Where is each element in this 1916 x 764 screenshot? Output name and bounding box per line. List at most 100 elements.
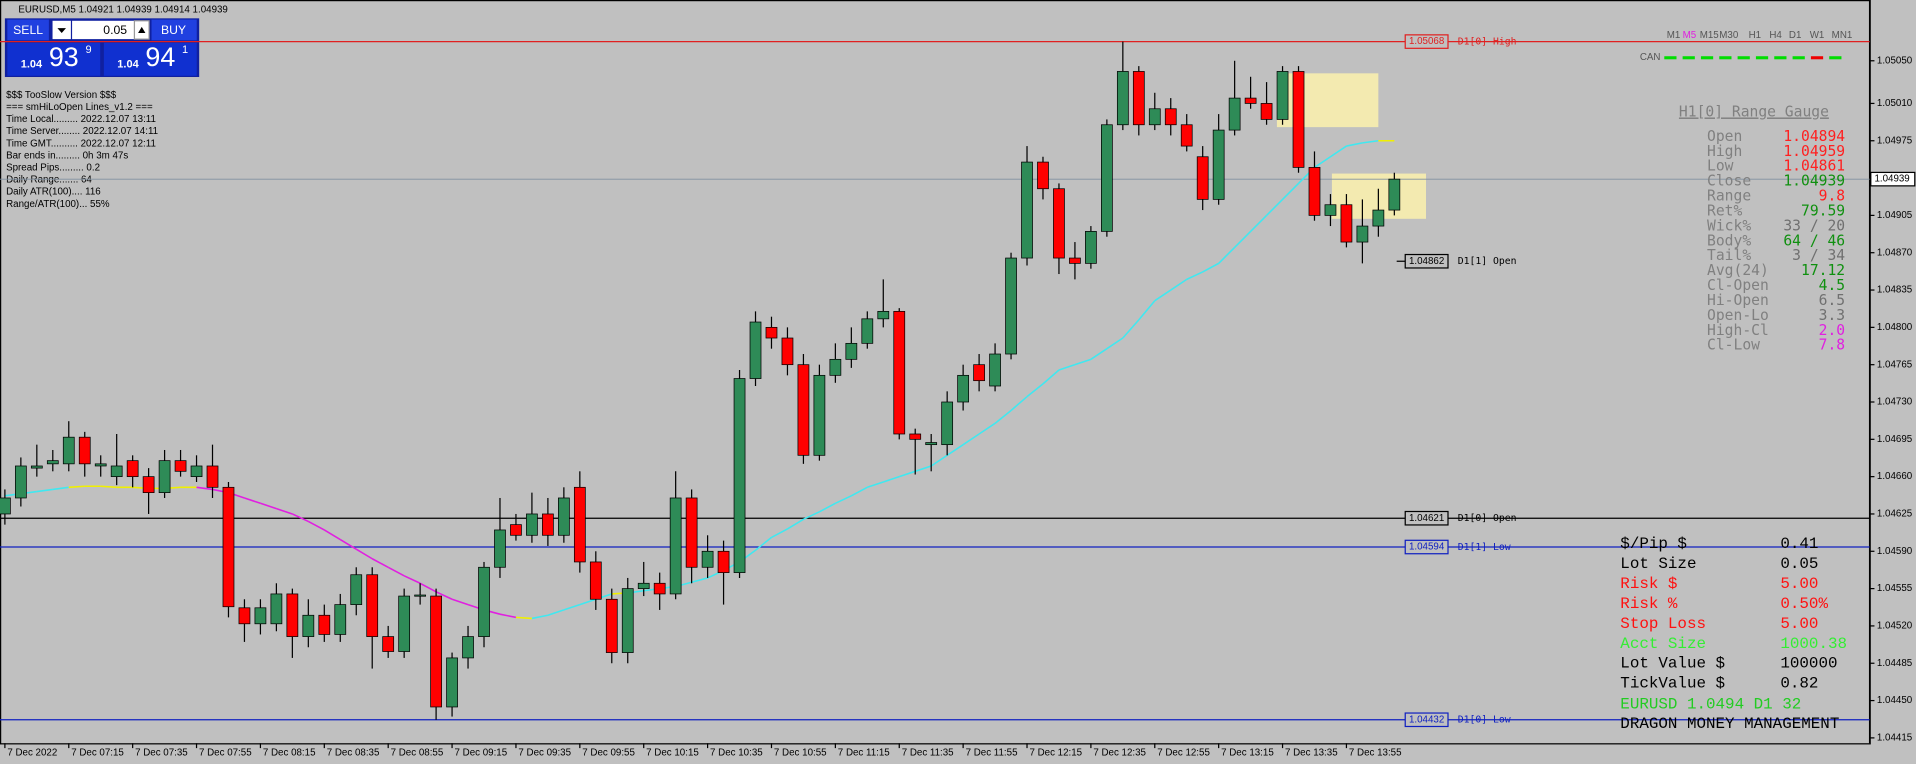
ma-segment	[1186, 271, 1204, 281]
x-tick-label: 7 Dec 13:55	[1349, 748, 1402, 759]
y-tick-label: 1.04660	[1877, 471, 1913, 482]
ma-segment	[1026, 383, 1044, 398]
timeframe-button[interactable]: H1	[1749, 30, 1761, 41]
sell-label[interactable]: SELL	[13, 23, 43, 37]
can-dash	[1737, 56, 1750, 60]
candle-body	[510, 524, 522, 536]
x-tick-label: 7 Dec 12:15	[1029, 748, 1082, 759]
gauge-label: Ret%	[1707, 202, 1742, 219]
candle-body	[78, 436, 91, 465]
y-tick-label: 1.04870	[1877, 247, 1913, 258]
x-tick-label: 7 Dec 08:55	[391, 748, 444, 759]
ma-segment	[819, 502, 836, 513]
candle-body	[941, 401, 954, 446]
ma-segment	[1281, 182, 1300, 200]
ma-segment	[1010, 396, 1028, 412]
candle-body	[302, 614, 315, 637]
timeframe-button[interactable]: MN1	[1832, 30, 1853, 41]
level-name: D1[0] High	[1458, 37, 1517, 48]
ma-segment	[531, 614, 549, 620]
money-value: 5.00	[1780, 615, 1818, 633]
candle-body	[989, 353, 1001, 387]
timeframe-button[interactable]: M5	[1683, 30, 1697, 41]
candle-body	[1037, 161, 1049, 190]
ma-segment	[499, 613, 517, 619]
candle-body	[430, 595, 442, 708]
candle-body	[637, 582, 650, 589]
ma-segment	[419, 582, 437, 593]
level-tag	[1404, 539, 1449, 555]
ma-segment	[1314, 156, 1331, 169]
candle-body	[1340, 204, 1353, 243]
money-label: TickValue $	[1620, 675, 1725, 693]
ma-segment	[387, 566, 405, 577]
level-name: D1[0] Low	[1458, 715, 1511, 726]
money-value: 5.00	[1780, 575, 1818, 593]
lot-input[interactable]	[72, 20, 135, 40]
gauge-title: H1[0] Range Gauge	[1679, 103, 1829, 120]
candle-body	[286, 593, 299, 637]
y-tick-label: 1.04695	[1877, 434, 1913, 445]
timeframe-button[interactable]: M30	[1719, 30, 1739, 41]
ask-box[interactable]	[103, 42, 197, 76]
level-tag	[1404, 253, 1449, 269]
candle-body	[1292, 71, 1305, 168]
ask-big: 1.04	[117, 59, 139, 71]
money-value: 0.50%	[1780, 595, 1828, 613]
money-label: Lot Value $	[1620, 655, 1725, 673]
x-tick-label: 7 Dec 13:15	[1221, 748, 1274, 759]
timeframe-button[interactable]: M15	[1700, 30, 1720, 41]
candle-body	[1212, 129, 1225, 200]
money-footer: DRAGON MONEY MANAGEMENT	[1620, 715, 1839, 733]
timeframe-button[interactable]: H4	[1769, 30, 1782, 41]
timeframe-button[interactable]: D1	[1789, 30, 1801, 41]
ma-segment	[36, 488, 53, 493]
ma-segment	[1362, 139, 1379, 144]
ma-segment	[1122, 319, 1140, 339]
candle-body	[685, 497, 698, 568]
y-tick-label: 1.04800	[1877, 322, 1913, 333]
ma-segment	[1106, 337, 1124, 350]
candle-body	[542, 513, 554, 536]
sell-button[interactable]	[7, 19, 49, 41]
gauge-label: Open	[1707, 128, 1742, 145]
candle-body	[1021, 161, 1033, 259]
candle-body	[1005, 257, 1017, 355]
money-value: 1000.38	[1780, 635, 1847, 653]
level-tag	[1404, 712, 1449, 728]
candle-body	[350, 574, 363, 605]
gauge-label: Range	[1707, 188, 1751, 205]
buy-label[interactable]: BUY	[161, 23, 186, 37]
lot-value: 0.05	[103, 23, 127, 37]
candle-body	[382, 636, 395, 652]
ma-segment	[1202, 262, 1220, 273]
ma-segment	[978, 422, 996, 435]
timeframe-button[interactable]: W1	[1810, 30, 1825, 41]
ma-segment	[276, 507, 293, 515]
ma-segment	[515, 616, 532, 620]
candle-body	[1388, 178, 1401, 211]
candle-body	[1132, 71, 1145, 126]
candle-body	[462, 636, 474, 659]
gauge-value: 2.0	[1819, 322, 1845, 339]
gauge-label: Cl-Low	[1707, 337, 1760, 354]
candle-body	[1196, 156, 1209, 200]
gauge-label: Hi-Open	[1707, 292, 1769, 309]
x-tick-label: 7 Dec 08:35	[327, 748, 380, 759]
gauge-label: Avg(24)	[1707, 262, 1769, 279]
candle-body	[110, 465, 123, 478]
ma-segment	[323, 529, 341, 541]
ma-segment	[244, 497, 261, 505]
buy-button[interactable]	[151, 19, 197, 41]
candle-body	[222, 486, 235, 608]
dropdown-arrow	[57, 28, 66, 34]
money-label: Lot Size	[1620, 555, 1696, 573]
bid-box[interactable]	[7, 42, 101, 76]
timeframe-button[interactable]: M1	[1667, 30, 1681, 41]
gauge-label: High	[1707, 143, 1742, 160]
ma-segment	[898, 470, 916, 478]
candle-body	[957, 374, 969, 403]
can-dash	[1792, 56, 1805, 60]
ma-segment	[403, 575, 421, 584]
x-tick-label: 7 Dec 11:35	[902, 748, 954, 759]
